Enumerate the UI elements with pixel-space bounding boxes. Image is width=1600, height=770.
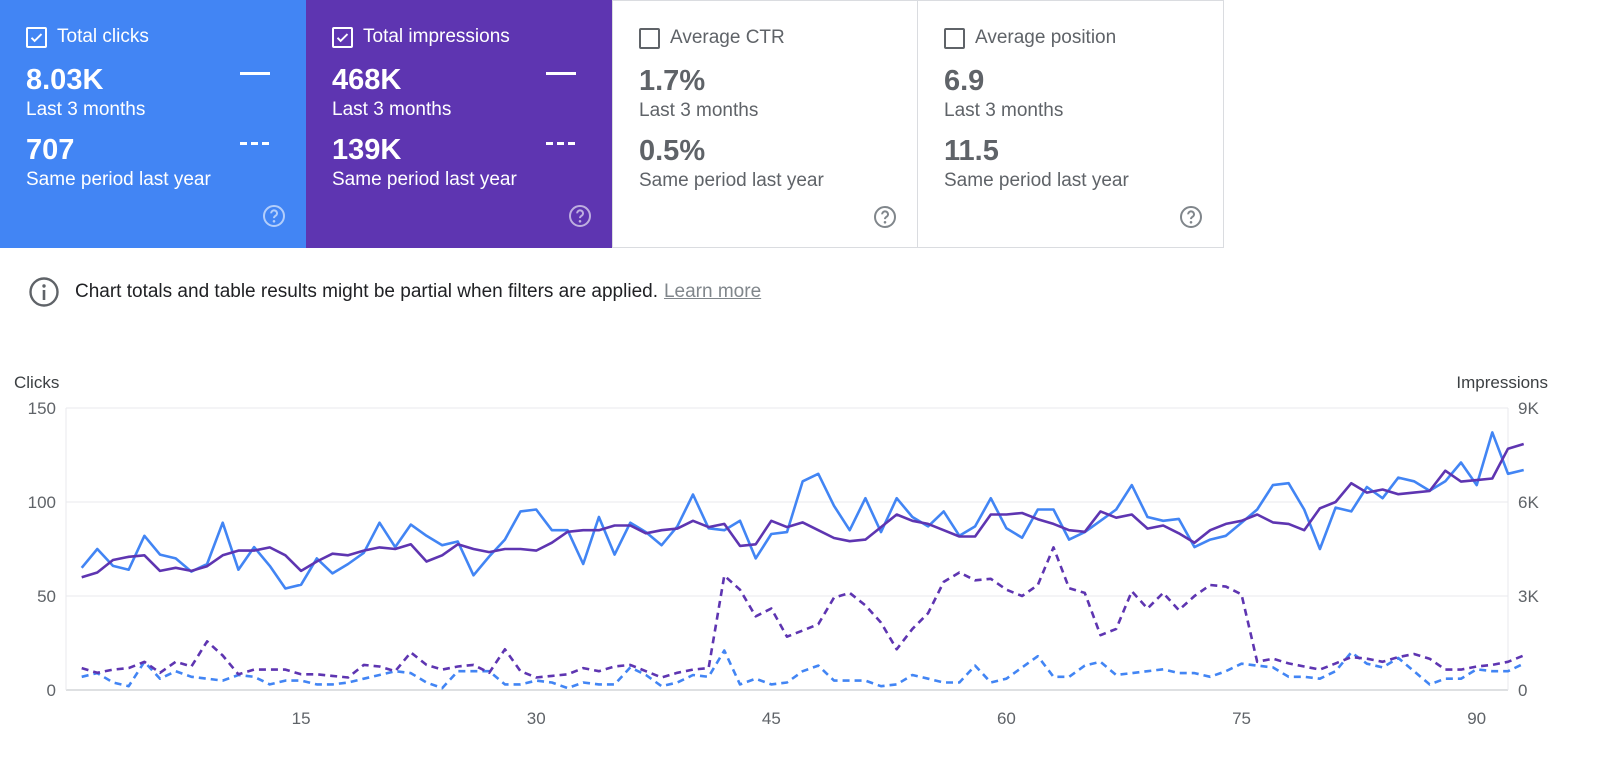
compare-value: 11.5 <box>944 135 999 167</box>
x-axis-tick-label: 90 <box>1467 709 1486 728</box>
dashed-line-legend-icon <box>546 142 576 145</box>
metric-value: 1.7% <box>639 65 706 97</box>
x-axis-tick-label: 15 <box>292 709 311 728</box>
learn-more-link[interactable]: Learn more <box>663 281 762 302</box>
x-axis-ticks: 15 30 45 60 75 90 <box>292 709 1486 728</box>
left-axis-title: Clicks <box>14 373 59 392</box>
metric-value: 6.9 <box>944 65 985 97</box>
card-label: Total clicks <box>57 26 149 47</box>
info-icon <box>29 277 59 307</box>
card-header: Total impressions <box>332 24 586 50</box>
metric-period: Last 3 months <box>944 100 1064 121</box>
dashed-line-legend-icon <box>240 142 270 145</box>
checkbox-checked-icon[interactable] <box>332 26 353 48</box>
metric-value: 8.03K <box>26 64 104 96</box>
solid-line-legend-icon <box>546 72 576 75</box>
x-axis-tick-label: 75 <box>1232 709 1251 728</box>
metric-period: Last 3 months <box>332 99 452 120</box>
left-axis-tick-label: 100 <box>28 493 56 512</box>
metric-period: Last 3 months <box>639 100 759 121</box>
card-header: Average CTR <box>639 25 891 51</box>
compare-period: Same period last year <box>26 169 211 190</box>
left-axis-tick-label: 150 <box>28 399 56 418</box>
performance-chart: Clicks Impressions 0 50 100 150 0 3K 6K 9K 15 3… <box>14 373 1548 728</box>
right-axis-tick-label: 3K <box>1518 587 1539 606</box>
solid-line-legend-icon <box>240 72 270 75</box>
help-icon[interactable] <box>568 204 592 228</box>
left-axis-tick-label: 50 <box>37 587 56 606</box>
help-icon[interactable] <box>262 204 286 228</box>
x-axis-tick-label: 45 <box>762 709 781 728</box>
card-label: Average position <box>975 27 1117 48</box>
metric-period: Last 3 months <box>26 99 146 120</box>
impressions-solid-line <box>81 442 1525 579</box>
checkbox-unchecked-icon[interactable] <box>944 27 965 49</box>
compare-value: 0.5% <box>639 135 706 167</box>
compare-value: 707 <box>26 134 75 166</box>
total-impressions-card[interactable]: Total impressions 468K Last 3 months 139… <box>306 0 612 248</box>
metric-value: 468K <box>332 64 402 96</box>
right-axis-tick-label: 9K <box>1518 399 1539 418</box>
clicks-dashed-line <box>81 649 1525 690</box>
total-clicks-card[interactable]: Total clicks 8.03K Last 3 months 707 Sam… <box>0 0 306 248</box>
left-axis-ticks: 0 50 100 150 <box>28 399 56 700</box>
card-label: Average CTR <box>670 27 785 48</box>
card-label: Total impressions <box>363 26 510 47</box>
card-header: Total clicks <box>26 24 280 50</box>
x-axis-tick-label: 60 <box>997 709 1016 728</box>
compare-value: 139K <box>332 134 402 166</box>
checkbox-unchecked-icon[interactable] <box>639 27 660 49</box>
average-position-card[interactable]: Average position 6.9 Last 3 months 11.5 … <box>918 0 1224 248</box>
right-axis-tick-label: 6K <box>1518 493 1539 512</box>
compare-period: Same period last year <box>639 170 824 191</box>
right-axis-tick-label: 0 <box>1518 681 1527 700</box>
chart-grid <box>65 407 1509 691</box>
impressions-dashed-line <box>81 546 1525 679</box>
card-header: Average position <box>944 25 1197 51</box>
help-icon[interactable] <box>873 205 897 229</box>
compare-period: Same period last year <box>332 169 517 190</box>
checkbox-checked-icon[interactable] <box>26 26 47 48</box>
help-icon[interactable] <box>1179 205 1203 229</box>
average-ctr-card[interactable]: Average CTR 1.7% Last 3 months 0.5% Same… <box>612 0 918 248</box>
clicks-solid-line <box>80 431 1525 590</box>
right-axis-title: Impressions <box>1456 373 1548 392</box>
chart-series <box>80 431 1525 690</box>
notice-text: Chart totals and table results might be … <box>75 281 658 302</box>
filter-notice: Chart totals and table results might be … <box>28 276 761 308</box>
x-axis-tick-label: 30 <box>527 709 546 728</box>
metric-cards: Total clicks 8.03K Last 3 months 707 Sam… <box>0 0 1224 248</box>
left-axis-tick-label: 0 <box>47 681 56 700</box>
compare-period: Same period last year <box>944 170 1129 191</box>
right-axis-ticks: 0 3K 6K 9K <box>1518 399 1539 700</box>
